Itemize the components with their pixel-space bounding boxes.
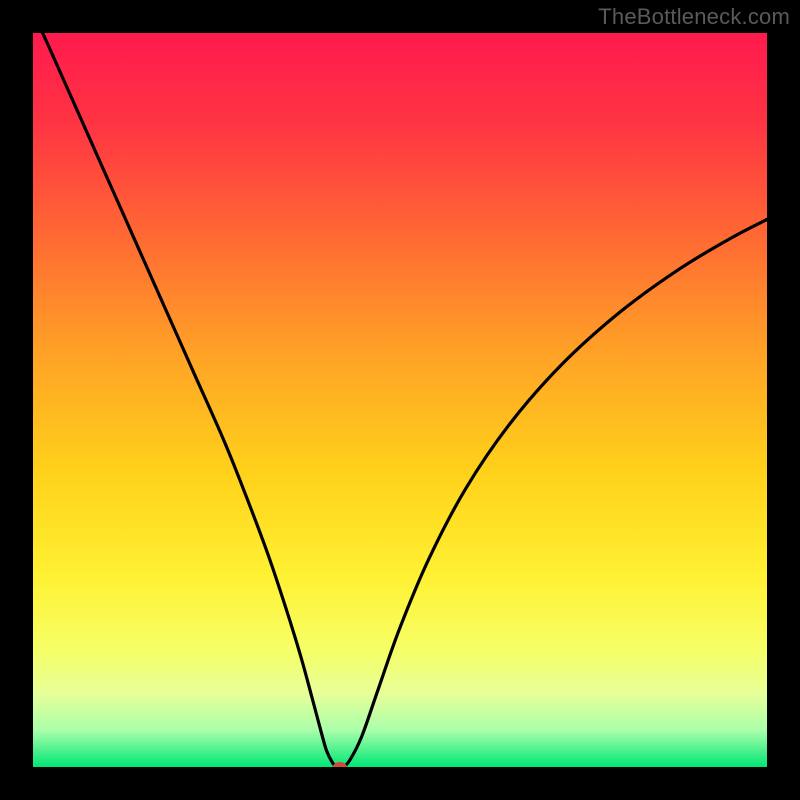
plot-svg [33,33,767,767]
plot-area [33,33,767,767]
gradient-background [33,33,767,767]
chart-frame: TheBottleneck.com [0,0,800,800]
watermark-text: TheBottleneck.com [598,4,790,30]
